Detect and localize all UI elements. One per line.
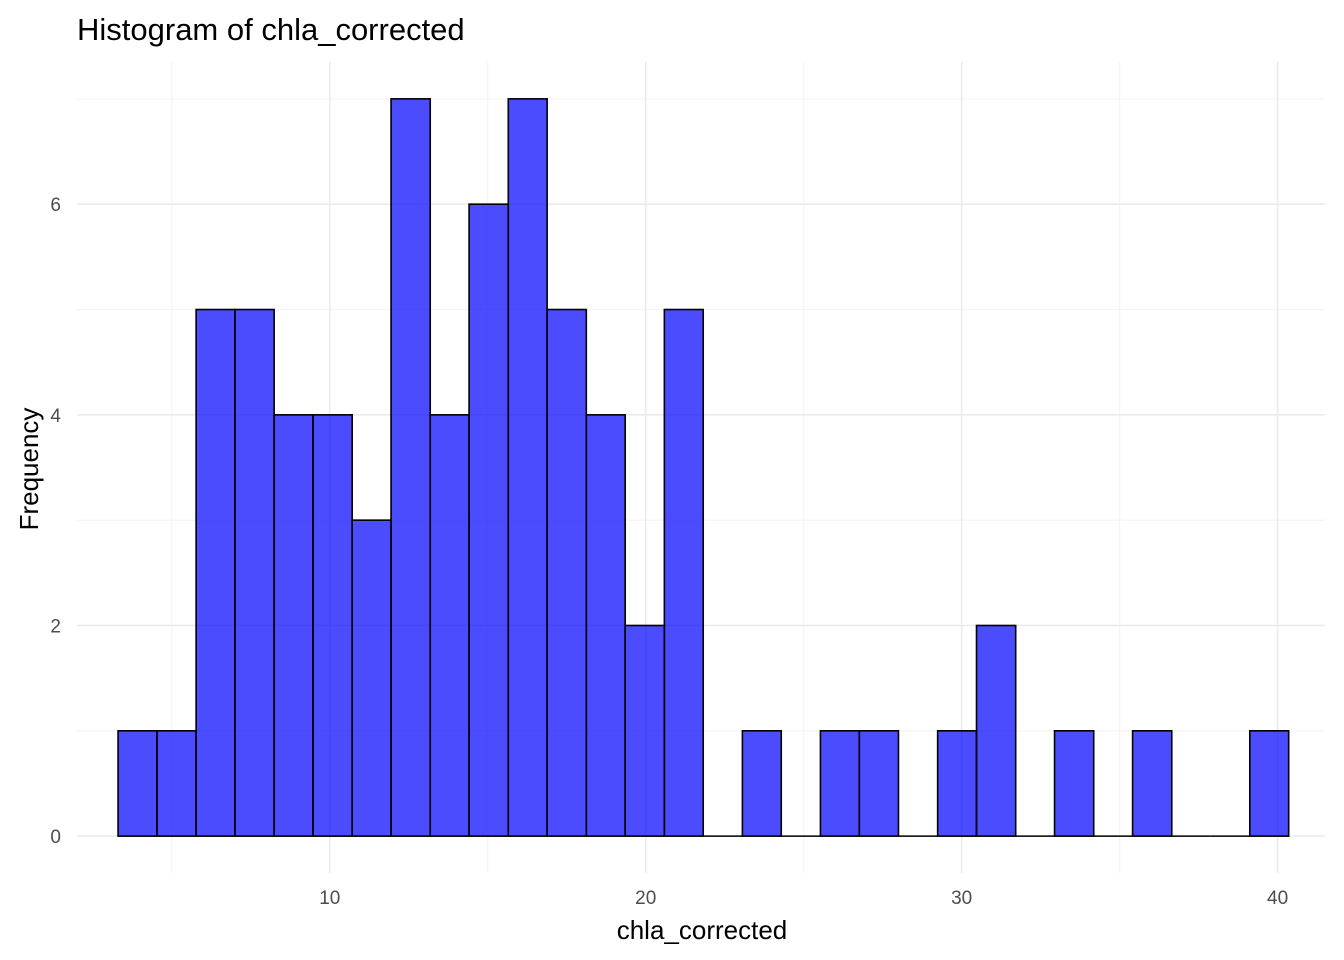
histogram-bar [1249, 730, 1290, 837]
x-tick-label: 40 [1267, 888, 1288, 909]
histogram-bar [156, 730, 197, 837]
histogram-bar [624, 624, 666, 837]
histogram-bar [858, 730, 900, 837]
histogram-bar [936, 730, 978, 837]
histogram-bar [1131, 730, 1173, 837]
x-axis-title: chla_corrected [617, 915, 788, 945]
y-tick-label: 4 [50, 406, 61, 427]
y-tick-label: 0 [50, 827, 61, 848]
y-axis-tick-labels: 0 2 4 6 [50, 195, 61, 848]
histogram-bar [546, 308, 588, 837]
histogram-bar [390, 98, 432, 837]
x-tick-label: 20 [635, 888, 656, 909]
histogram-bar [273, 414, 314, 837]
histogram-bar [975, 624, 1017, 837]
x-tick-label: 10 [319, 888, 340, 909]
histogram-bar [819, 730, 861, 837]
histogram-bar [741, 730, 783, 837]
y-tick-label: 6 [50, 195, 61, 216]
x-tick-label: 30 [951, 888, 972, 909]
histogram-bar [585, 414, 626, 837]
histogram-bar [663, 308, 705, 837]
histogram-bar [195, 308, 236, 837]
y-axis-title: Frequency [14, 408, 44, 531]
y-tick-label: 2 [50, 616, 61, 637]
histogram-bar [234, 308, 275, 837]
x-axis-tick-labels: 10 20 30 40 [319, 888, 1288, 909]
histogram-bar [351, 519, 392, 837]
histogram-bar [1053, 730, 1095, 837]
histogram-bar [507, 98, 548, 837]
histogram-bar [312, 414, 353, 837]
histogram-bars [117, 98, 1290, 837]
histogram-bar [117, 730, 158, 837]
histogram-bar [429, 414, 470, 837]
chart-title: Histogram of chla_corrected [77, 12, 465, 47]
histogram-bar [468, 203, 510, 837]
